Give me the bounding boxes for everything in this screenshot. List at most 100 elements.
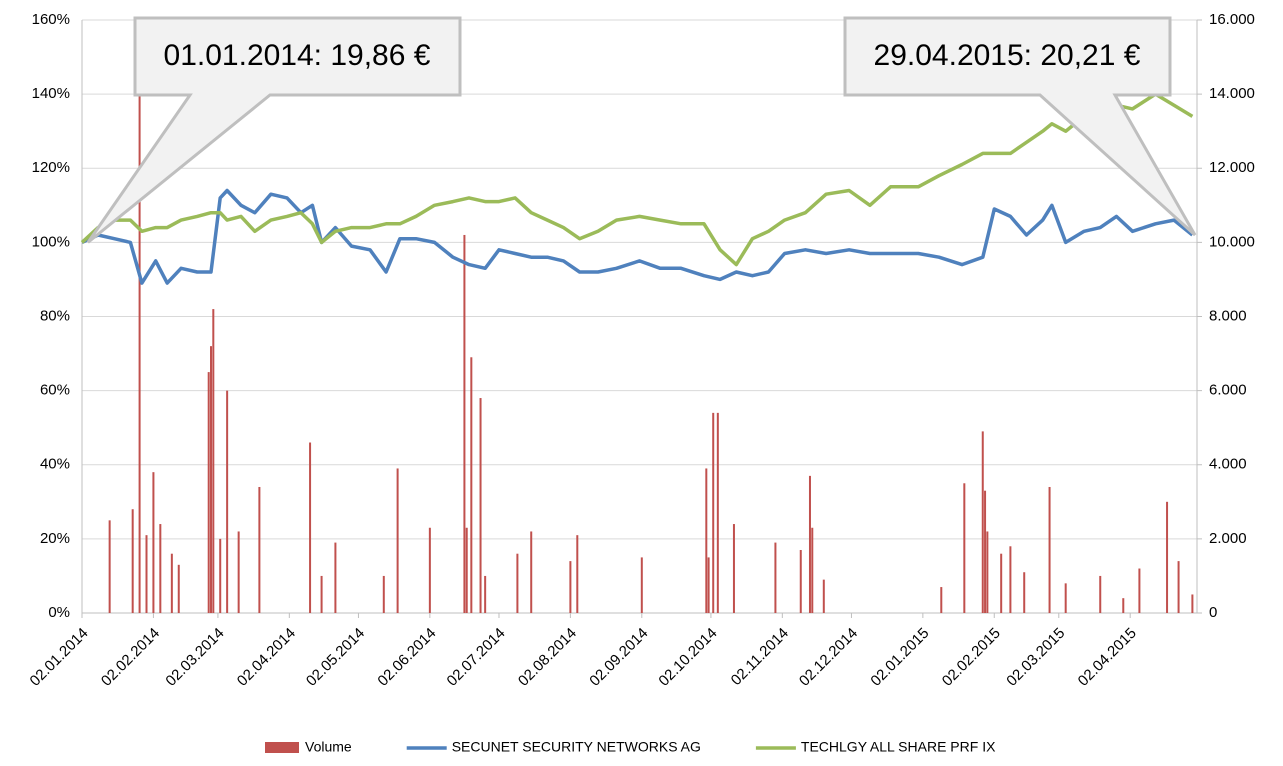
volume-bar: [705, 468, 708, 613]
y2-tick-label: 8.000: [1209, 307, 1247, 324]
line-series: [81, 188, 1194, 285]
y-tick-label: 100%: [32, 233, 70, 250]
volume-bar: [334, 542, 337, 613]
volume-bar: [1099, 575, 1102, 613]
volume-bar: [108, 520, 111, 613]
volume-bar: [470, 357, 473, 613]
volume-bar: [716, 412, 719, 613]
x-tick-label: 02.01.2015: [867, 625, 932, 690]
volume-bar: [258, 486, 261, 613]
volume-bar: [1023, 572, 1026, 613]
x-tick-label: 02.11.2014: [728, 625, 792, 689]
volume-bar: [219, 538, 222, 613]
volume-bar: [516, 553, 519, 613]
volume-bar: [732, 524, 735, 613]
volume-bar: [463, 234, 466, 613]
x-tick-label: 02.08.2014: [515, 625, 580, 690]
callout-text: 29.04.2015: 20,21 €: [874, 39, 1141, 72]
volume-bar: [940, 587, 943, 613]
volume-bar: [981, 431, 984, 613]
x-tick-label: 02.07.2014: [443, 625, 508, 690]
volume-bar: [396, 468, 399, 613]
volume-bar: [1064, 583, 1067, 613]
x-tick-label: 02.05.2014: [303, 625, 368, 690]
y-tick-label: 40%: [40, 456, 70, 473]
volume-bar: [212, 309, 215, 613]
volume-bar: [530, 531, 533, 613]
y2-tick-label: 10.000: [1209, 233, 1255, 250]
volume-bar: [986, 531, 989, 613]
x-tick-label: 02.01.2014: [27, 625, 92, 690]
volume-bar: [152, 472, 155, 613]
volume-bar: [1009, 546, 1012, 613]
volume-bar: [640, 557, 643, 613]
y-tick-label: 160%: [32, 11, 70, 28]
callout: 01.01.2014: 19,86 €: [86, 16, 462, 244]
volume-bar: [309, 442, 312, 613]
legend-label: Volume: [305, 739, 352, 755]
callout-shape: [86, 16, 462, 244]
callout: 29.04.2015: 20,21 €: [843, 16, 1197, 237]
y2-tick-label: 12.000: [1209, 159, 1255, 176]
legend-label: TECHLGY ALL SHARE PRF IX: [801, 739, 996, 755]
volume-bar: [159, 524, 162, 613]
y-tick-label: 0%: [48, 604, 70, 621]
volume-bar: [382, 575, 385, 613]
volume-bar: [808, 475, 811, 613]
volume-bar: [428, 527, 431, 613]
volume-bar: [465, 527, 468, 613]
callout-text: 01.01.2014: 19,86 €: [164, 39, 431, 72]
volume-bar: [569, 561, 572, 613]
volume-bar: [712, 412, 715, 613]
volume-bar: [774, 542, 777, 613]
volume-bar: [1122, 598, 1125, 613]
volume-bar: [177, 564, 180, 613]
line-series: [80, 92, 1194, 267]
volume-bar: [207, 372, 210, 613]
x-tick-label: 02.04.2014: [234, 625, 299, 690]
volume-bar: [320, 575, 323, 613]
volume-bar: [822, 579, 825, 613]
y-tick-label: 140%: [32, 85, 70, 102]
legend-swatch: [265, 742, 299, 753]
volume-bar: [1138, 568, 1141, 613]
volume-bar: [576, 535, 579, 613]
volume-bar: [131, 509, 134, 613]
x-tick-label: 02.03.2014: [162, 625, 227, 690]
x-tick-label: 02.10.2014: [655, 625, 720, 690]
x-tick-label: 02.12.2014: [796, 625, 861, 690]
x-tick-label: 02.03.2015: [1003, 625, 1068, 690]
y-tick-label: 60%: [40, 382, 70, 399]
y-tick-label: 20%: [40, 530, 70, 547]
y2-tick-label: 16.000: [1209, 11, 1255, 28]
volume-bar: [707, 557, 710, 613]
y2-tick-label: 14.000: [1209, 85, 1255, 102]
callout-shape: [843, 16, 1197, 237]
legend-label: SECUNET SECURITY NETWORKS AG: [452, 739, 701, 755]
x-tick-label: 02.06.2014: [374, 625, 439, 690]
volume-bar: [484, 575, 487, 613]
x-tick-label: 02.09.2014: [586, 625, 651, 690]
y2-tick-label: 0: [1209, 604, 1217, 621]
y2-tick-label: 4.000: [1209, 456, 1247, 473]
volume-bar: [138, 94, 141, 613]
y2-tick-label: 2.000: [1209, 530, 1247, 547]
volume-bar: [226, 390, 229, 613]
volume-bar: [145, 535, 148, 613]
volume-bar: [210, 346, 213, 613]
volume-bar: [1000, 553, 1003, 613]
volume-bar: [1191, 594, 1194, 613]
volume-bar: [170, 553, 173, 613]
volume-bar: [237, 531, 240, 613]
x-tick-label: 02.04.2015: [1075, 625, 1140, 690]
volume-bar: [811, 527, 814, 613]
volume-bar: [1166, 501, 1169, 613]
y-tick-label: 80%: [40, 307, 70, 324]
x-tick-label: 02.02.2015: [939, 625, 1004, 690]
x-tick-label: 02.02.2014: [98, 625, 163, 690]
volume-bar: [799, 549, 802, 613]
volume-bar: [1048, 486, 1051, 613]
volume-bar: [479, 398, 482, 613]
volume-bar: [984, 490, 987, 613]
